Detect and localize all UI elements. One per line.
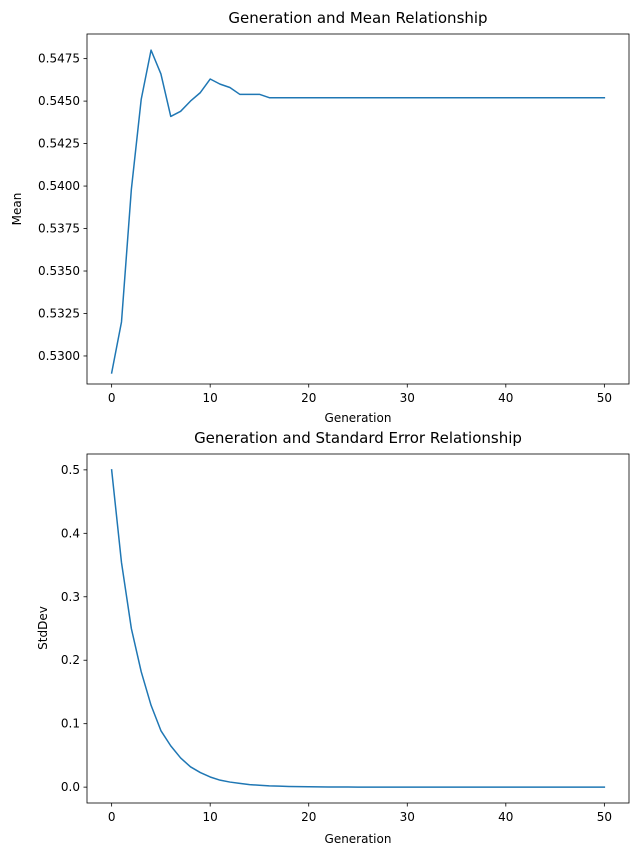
y-tick-label: 0.5450 (38, 94, 80, 108)
x-axis-label: Generation (325, 411, 392, 425)
x-tick-label: 0 (108, 810, 116, 824)
x-tick-label: 40 (498, 391, 513, 405)
x-tick-label: 30 (400, 391, 415, 405)
y-tick-label: 0.5425 (38, 137, 80, 151)
y-tick-label: 0.5350 (38, 264, 80, 278)
y-tick-label: 0.5400 (38, 179, 80, 193)
x-tick-label: 10 (203, 391, 218, 405)
y-tick-label: 0.5475 (38, 52, 80, 66)
x-tick-label: 0 (108, 391, 116, 405)
x-tick-label: 50 (597, 810, 612, 824)
x-tick-label: 20 (301, 810, 316, 824)
series-line (110, 49, 606, 374)
y-tick-label: 0.5300 (38, 349, 80, 363)
x-tick-label: 30 (400, 810, 415, 824)
y-tick-label: 0.4 (61, 526, 80, 540)
plot-area: 0 10 20 30 40 50 0.5300 0.5325 0.5350 0.5375 0.540… (38, 33, 630, 405)
x-axis-label: Generation (325, 832, 392, 846)
x-tick-label: 40 (498, 810, 513, 824)
y-tick-label: 0.5375 (38, 222, 80, 236)
y-tick-label: 0.1 (61, 717, 80, 731)
y-tick-label: 0.3 (61, 590, 80, 604)
y-tick-label: 0.0 (61, 780, 80, 794)
y-tick-label: 0.5 (61, 463, 80, 477)
plot-frame (86, 453, 630, 804)
y-tick-label: 0.5325 (38, 306, 80, 320)
x-tick-label: 10 (203, 810, 218, 824)
y-tick-label: 0.2 (61, 653, 80, 667)
plot-frame (86, 33, 630, 385)
chart-stddev: Generation and Standard Error Relationsh… (36, 429, 630, 846)
chart-title: Generation and Mean Relationship (228, 9, 487, 27)
y-axis-label: StdDev (36, 606, 50, 650)
plot-area: 0 10 20 30 40 50 0.0 0.1 0.2 0.3 0.4 0.5 (61, 453, 630, 824)
x-tick-label: 20 (301, 391, 316, 405)
x-tick-label: 50 (597, 391, 612, 405)
chart-title: Generation and Standard Error Relationsh… (194, 429, 522, 447)
series-line (110, 469, 606, 788)
y-axis-label: Mean (10, 193, 24, 226)
chart-mean: Generation and Mean Relationship 0 10 20 30… (10, 9, 630, 425)
